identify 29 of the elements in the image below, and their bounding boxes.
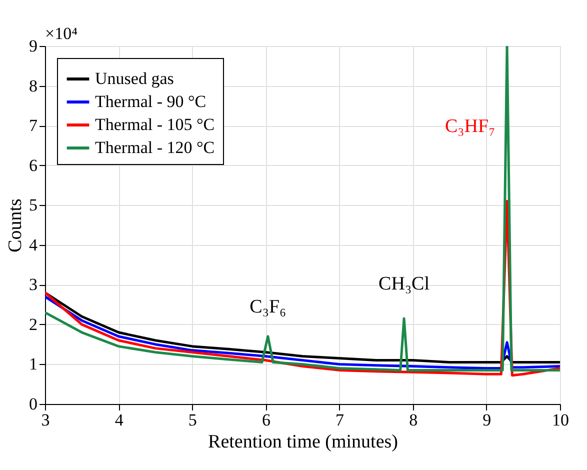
text: ×10⁴ — [45, 24, 78, 43]
x-tick-label: 5 — [188, 410, 197, 430]
y-axis-title: Counts — [5, 198, 26, 252]
annotation: C₃HF₇ — [445, 116, 496, 137]
x-tick-label: 3 — [41, 410, 50, 430]
x-tick-label: 9 — [482, 410, 492, 430]
x-tick-label: 7 — [336, 410, 345, 430]
y-tick-label: 4 — [29, 235, 38, 254]
legend-label: Unused gas — [95, 69, 174, 88]
legend-label: Thermal - 120 °C — [95, 138, 215, 157]
x-tick-label: 8 — [409, 410, 418, 430]
y-tick-label: 8 — [29, 76, 38, 96]
y-tick-label: 5 — [29, 196, 38, 215]
x-tick-label: 4 — [114, 410, 124, 430]
y-tick-label: 7 — [29, 116, 38, 136]
y-tick-label: 3 — [29, 275, 38, 294]
annotation: C₃F₆ — [250, 296, 286, 318]
y-tick-label: 2 — [29, 314, 38, 334]
annotation: CH₃Cl — [378, 273, 430, 294]
y-tick-label: 9 — [29, 36, 38, 56]
x-axis-title: Retention time (minutes) — [208, 432, 398, 452]
y-tick-label: 6 — [29, 156, 38, 175]
y-tick-label: 1 — [29, 354, 38, 374]
y-tick-label: 0 — [29, 394, 38, 414]
line-series — [45, 46, 560, 372]
legend-label: Thermal - 90 °C — [95, 92, 206, 111]
x-tick-label: 6 — [262, 410, 270, 430]
legend-label: Thermal - 105 °C — [95, 115, 215, 134]
x-tick-label: 10 — [552, 410, 569, 430]
